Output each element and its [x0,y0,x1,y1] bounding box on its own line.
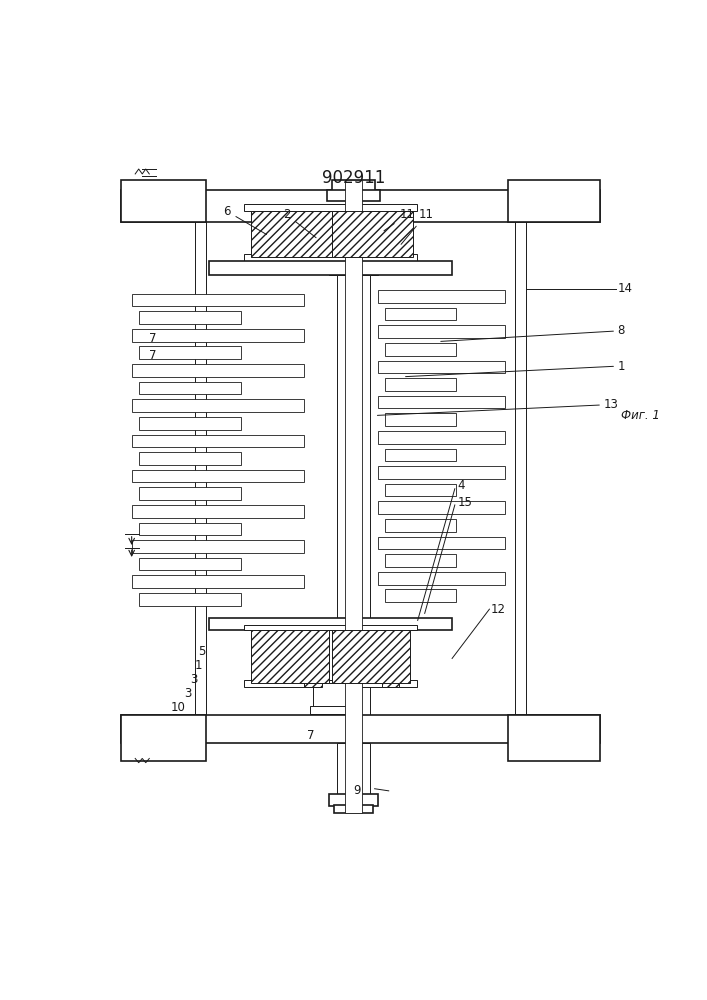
Bar [209,618,452,630]
Bar [508,715,600,761]
Bar [252,630,329,683]
Bar [378,325,505,338]
Bar [139,382,241,394]
Text: Фиг. 1: Фиг. 1 [621,409,660,422]
Bar [304,674,322,687]
Bar [139,487,241,500]
Bar [139,523,241,535]
Bar [313,683,350,711]
Bar [378,466,505,479]
Bar [139,452,241,465]
Text: 8: 8 [618,324,625,337]
Bar [132,329,304,342]
Bar [378,361,505,373]
Bar [385,449,455,461]
Bar [245,625,417,630]
Text: 1: 1 [194,659,202,672]
Bar [121,715,600,743]
Bar [345,180,362,813]
Text: 3: 3 [189,673,197,686]
Bar [332,180,375,197]
Bar [132,575,304,588]
Text: 11: 11 [401,208,433,244]
Bar [139,593,241,606]
Bar [132,505,304,518]
Bar [132,364,304,377]
Text: 15: 15 [457,496,472,509]
Bar [385,484,455,496]
Bar [508,180,600,222]
Bar [382,674,399,687]
Bar [139,346,241,359]
Bar [378,396,505,408]
Bar [385,554,455,567]
Text: 7: 7 [148,332,156,345]
Bar [385,519,455,532]
Bar [139,558,241,570]
Bar [378,572,505,585]
Text: 13: 13 [604,398,619,411]
Bar [132,435,304,447]
Text: 9: 9 [354,784,361,797]
Bar [245,680,417,687]
Bar [337,743,370,796]
Text: 1: 1 [618,360,625,373]
Bar [132,294,304,306]
Text: 2: 2 [283,208,316,238]
Text: 12: 12 [491,603,506,616]
Bar [121,715,206,761]
Bar [337,275,370,732]
Bar [385,308,455,320]
Bar [334,805,373,813]
Text: 4: 4 [457,479,465,492]
Bar [310,706,354,714]
Bar [378,431,505,444]
Bar [385,413,455,426]
Bar [139,311,241,324]
Bar [139,417,241,430]
Bar [132,470,304,482]
Bar [327,190,380,201]
Bar [121,180,206,222]
Text: 10: 10 [171,701,186,714]
Text: 7: 7 [148,349,156,362]
Bar [209,261,452,275]
Bar [385,589,455,602]
Text: 5: 5 [198,645,206,658]
Bar [329,204,378,275]
Text: 6: 6 [223,205,267,235]
Bar [332,211,414,257]
Text: 14: 14 [618,282,633,295]
Bar [385,378,455,391]
Text: 11: 11 [384,208,414,231]
Bar [132,399,304,412]
Bar [378,501,505,514]
Text: 902911: 902911 [322,169,385,187]
Text: 7: 7 [308,729,315,742]
Bar [378,537,505,549]
Bar [245,204,417,211]
Bar [332,630,410,683]
Text: 3: 3 [184,687,192,700]
Bar [252,211,332,257]
Bar [132,540,304,553]
Bar [385,343,455,356]
Bar [329,794,378,806]
Bar [121,190,600,222]
Bar [245,254,417,261]
Bar [378,290,505,303]
